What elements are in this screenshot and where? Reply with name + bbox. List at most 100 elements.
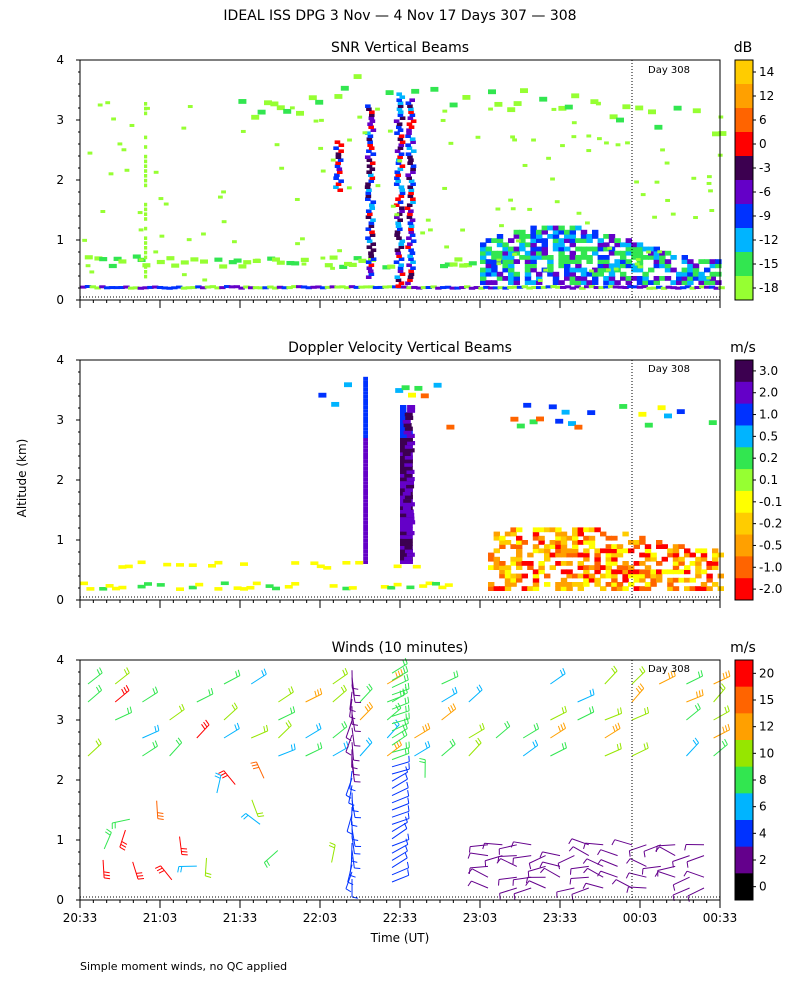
- velocity-cell: [548, 404, 557, 410]
- velocity-cell: [214, 560, 223, 565]
- snr-cell: [642, 255, 649, 260]
- snr-cell: [365, 104, 371, 108]
- snr-cell: [367, 173, 374, 177]
- velocity-cell: [504, 565, 512, 570]
- velocity-cell: [650, 556, 657, 562]
- snr-cell: [395, 251, 402, 255]
- snr-cell: [200, 259, 208, 264]
- snr-cell: [324, 285, 332, 289]
- snr-cell: [334, 173, 340, 177]
- velocity-cell: [363, 535, 368, 539]
- snr-cell: [664, 161, 670, 165]
- velocity-cell: [532, 548, 540, 554]
- velocity-cell: [566, 561, 573, 566]
- snr-cell: [348, 262, 357, 267]
- snr-cell: [399, 140, 406, 144]
- velocity-cell: [538, 535, 545, 541]
- snr-cell: [586, 134, 592, 138]
- velocity-cell: [611, 544, 618, 549]
- snr-cell: [660, 148, 665, 152]
- wind-barb: [604, 722, 621, 739]
- velocity-cell: [499, 544, 506, 549]
- wind-barb: [582, 858, 604, 867]
- velocity-cell: [510, 527, 517, 533]
- velocity-cell: [214, 587, 223, 591]
- velocity-cell: [363, 398, 368, 402]
- wind-barb: [391, 852, 408, 869]
- snr-cell: [614, 259, 621, 264]
- velocity-cell: [527, 586, 534, 591]
- velocity-cell: [605, 556, 612, 562]
- wind-barb: [349, 770, 356, 792]
- colorbar-swatch: [735, 228, 753, 253]
- y-tick-label: 3: [56, 713, 64, 727]
- snr-cell: [681, 259, 688, 264]
- velocity-cell: [404, 426, 413, 431]
- velocity-cell: [363, 448, 368, 453]
- snr-cell: [698, 259, 705, 264]
- snr-cell: [405, 245, 411, 249]
- snr-cell: [408, 248, 414, 252]
- snr-cell: [502, 286, 509, 290]
- wind-barb: [332, 684, 347, 703]
- snr-cell: [407, 194, 414, 198]
- velocity-cell: [594, 565, 601, 570]
- wind-barb: [391, 790, 410, 804]
- wind-barb: [119, 829, 128, 851]
- velocity-cell: [600, 573, 607, 579]
- snr-cell: [85, 264, 91, 268]
- velocity-colorbar: 3.02.01.00.50.20.1-0.1-0.2-0.5-1.0-2.0: [734, 359, 782, 601]
- snr-cell: [718, 286, 725, 290]
- wind-barb: [568, 846, 590, 857]
- snr-cell: [648, 250, 655, 256]
- snr-cell: [592, 280, 599, 285]
- wind-barb: [626, 858, 647, 867]
- snr-cell: [190, 286, 197, 290]
- wind-barb: [467, 868, 489, 878]
- velocity-cell: [712, 582, 719, 587]
- colorbar-frame: [734, 59, 754, 301]
- velocity-cell: [393, 564, 402, 569]
- snr-cell: [625, 263, 632, 269]
- colorbar-label: -0.5: [759, 538, 782, 552]
- velocity-cell: [572, 544, 579, 549]
- snr-cell: [608, 271, 616, 277]
- snr-cell: [300, 257, 309, 262]
- velocity-cell: [706, 586, 713, 591]
- velocity-cell: [403, 466, 412, 471]
- snr-cell: [367, 143, 373, 147]
- velocity-cell: [521, 561, 528, 566]
- wind-barb: [686, 703, 701, 721]
- wind-barb: [391, 741, 410, 753]
- velocity-cell: [650, 582, 657, 587]
- snr-cell: [407, 104, 413, 108]
- snr-cell: [620, 259, 627, 264]
- snr-cell: [560, 144, 565, 148]
- snr-cell: [680, 286, 687, 290]
- wind-barb: [510, 841, 532, 848]
- snr-cell: [625, 141, 630, 145]
- snr-cell: [313, 119, 319, 123]
- snr-cell: [310, 285, 317, 289]
- snr-cell: [485, 263, 492, 269]
- wind-barb: [550, 667, 566, 685]
- wind-barb: [557, 855, 575, 870]
- snr-cell: [580, 234, 588, 239]
- velocity-cell: [363, 438, 368, 442]
- snr-cell: [480, 242, 487, 248]
- velocity-cell: [521, 573, 528, 579]
- snr-cell: [338, 149, 344, 153]
- snr-cell: [404, 206, 411, 210]
- snr-cell: [398, 281, 405, 285]
- velocity-cell: [363, 499, 368, 503]
- velocity-cell: [712, 552, 719, 558]
- wind-barb: [332, 721, 348, 739]
- snr-cell: [398, 143, 405, 147]
- snr-cell: [200, 286, 207, 290]
- snr-cell: [144, 236, 148, 240]
- snr-cell: [370, 257, 377, 261]
- snr-cell: [217, 195, 223, 199]
- snr-cell: [635, 258, 641, 262]
- x-tick-label: 23:33: [543, 911, 578, 925]
